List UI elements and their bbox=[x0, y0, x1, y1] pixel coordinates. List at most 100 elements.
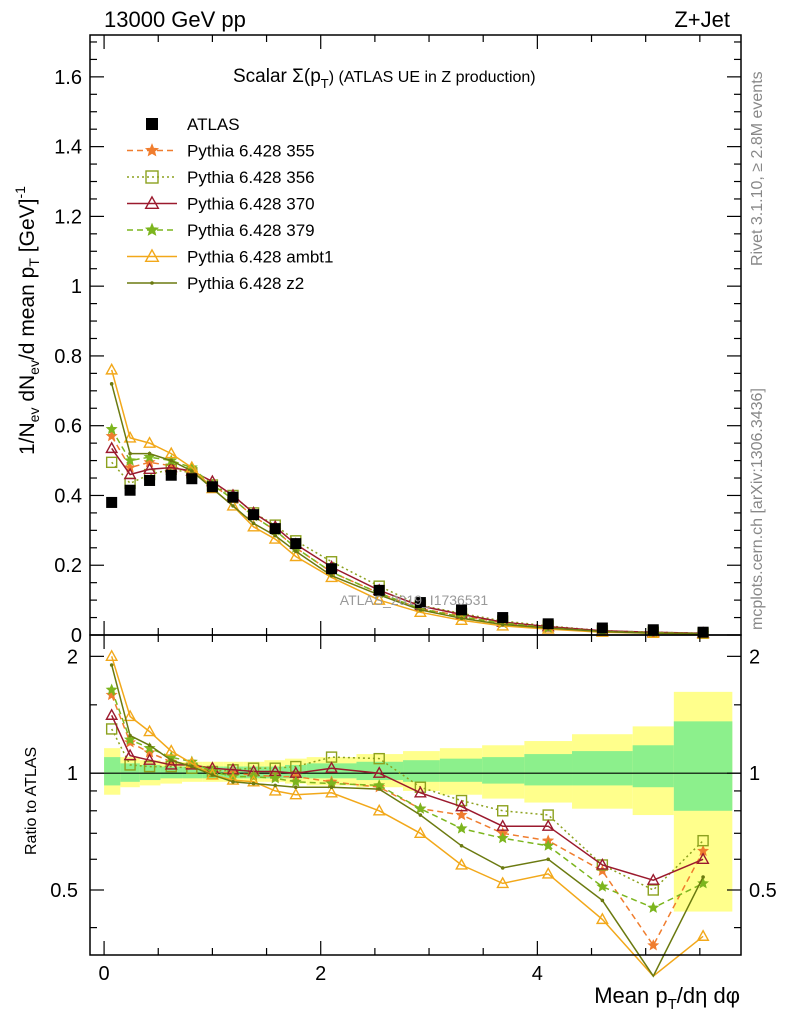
ratio-series-layer bbox=[105, 649, 710, 978]
dot-marker bbox=[459, 616, 464, 621]
atlas-data-point bbox=[144, 474, 156, 486]
dot-marker bbox=[190, 764, 194, 769]
star-marker bbox=[269, 772, 282, 784]
triangle-marker bbox=[413, 605, 427, 618]
dot-marker bbox=[418, 608, 423, 612]
ratio-xtick-label: 2 bbox=[315, 963, 326, 985]
main-ylabel: 1/Nev dNev/d mean pT [GeV]-1 bbox=[12, 186, 42, 455]
dot-marker bbox=[128, 733, 132, 738]
atlas-data-point bbox=[647, 624, 659, 636]
main-ytick-label: 0 bbox=[71, 625, 82, 647]
triangle-marker bbox=[105, 362, 119, 375]
star-marker bbox=[697, 877, 710, 889]
atlas-data-point bbox=[456, 604, 468, 616]
square-marker bbox=[697, 834, 709, 847]
ratio-series-line bbox=[110, 656, 704, 978]
legend-label: Pythia 6.428 379 bbox=[187, 221, 315, 240]
square-marker bbox=[647, 884, 659, 896]
dot-marker bbox=[459, 843, 464, 848]
inner-band-bin bbox=[632, 745, 674, 788]
inner-band-bin bbox=[104, 757, 121, 786]
dot-marker bbox=[190, 469, 194, 473]
dot-marker bbox=[231, 780, 235, 784]
triangle-marker bbox=[123, 709, 137, 722]
triangle-marker bbox=[123, 430, 137, 443]
star-marker bbox=[596, 880, 609, 892]
star-marker bbox=[542, 839, 555, 851]
triangle-marker bbox=[372, 803, 386, 816]
dot-marker bbox=[231, 504, 235, 508]
dot-marker bbox=[273, 783, 278, 788]
main-ytick-label: 1 bbox=[71, 276, 82, 298]
triangle-marker bbox=[123, 748, 137, 761]
inner-band-bin bbox=[673, 721, 733, 811]
side-label-top: Rivet 3.1.10, ≥ 2.8M events bbox=[749, 71, 766, 266]
ratio-series-line bbox=[111, 714, 704, 881]
dot-marker bbox=[329, 573, 334, 578]
star-marker bbox=[496, 831, 509, 844]
atlas-data-point bbox=[373, 584, 385, 596]
ratio-frame bbox=[89, 634, 742, 956]
star-marker bbox=[647, 939, 660, 951]
star-marker bbox=[105, 429, 118, 442]
main-ytick-label: 0.6 bbox=[54, 416, 82, 438]
dot-marker bbox=[500, 622, 505, 627]
dot-marker bbox=[109, 382, 114, 386]
star-marker bbox=[455, 808, 468, 821]
star-marker bbox=[105, 688, 118, 701]
ratio-xlabel: Mean pT/dη dφ bbox=[594, 983, 740, 1013]
legend-label: Pythia 6.428 370 bbox=[187, 195, 315, 214]
triangle-marker bbox=[143, 436, 157, 448]
ratio-ytick-label-right: 2 bbox=[749, 646, 760, 668]
star-marker bbox=[647, 901, 660, 913]
triangle-marker bbox=[325, 761, 338, 773]
star-marker bbox=[144, 222, 160, 236]
main-ytick-label: 0.8 bbox=[54, 346, 82, 368]
ratio-xtick-label: 4 bbox=[532, 963, 543, 985]
triangle-marker bbox=[372, 766, 386, 778]
dot-marker bbox=[150, 281, 154, 285]
dot-marker bbox=[169, 758, 174, 762]
main-series-line bbox=[111, 461, 704, 635]
legend: ATLAS Pythia 6.428 355 Pythia 6.428 356 Pyt… bbox=[127, 115, 333, 293]
triangle-marker bbox=[143, 462, 157, 475]
ratio-ytick-label-right: 0.5 bbox=[749, 880, 777, 902]
triangle-marker bbox=[226, 498, 240, 511]
legend-label: Pythia 6.428 356 bbox=[187, 168, 315, 187]
triangle-marker bbox=[123, 467, 137, 480]
atlas-data-point bbox=[165, 469, 177, 481]
legend-label: Pythia 6.428 355 bbox=[187, 142, 315, 161]
legend-atlas-marker bbox=[146, 118, 158, 130]
square-marker bbox=[455, 794, 468, 807]
legend-label: Pythia 6.428 ambt1 bbox=[187, 248, 333, 267]
triangle-marker bbox=[496, 819, 510, 831]
ratio-ytick-label: 2 bbox=[67, 646, 78, 668]
triangle-marker bbox=[105, 441, 119, 454]
inner-band-bin bbox=[572, 751, 633, 786]
main-ytick-label: 0.2 bbox=[54, 555, 82, 577]
energy-label: 13000 GeV pp bbox=[104, 7, 246, 32]
dot-marker bbox=[294, 785, 298, 790]
chart-title: Scalar Σ(pT) (ATLAS UE in Z production) bbox=[233, 66, 536, 91]
triangle-marker bbox=[105, 708, 119, 720]
dot-marker bbox=[294, 549, 298, 554]
square-marker bbox=[542, 809, 554, 821]
star-marker bbox=[414, 802, 427, 814]
triangle-marker bbox=[164, 744, 178, 756]
side-label-bottom: mcplots.cern.ch [arXiv:1306.3436] bbox=[749, 388, 766, 630]
triangle-marker bbox=[143, 753, 157, 765]
atlas-data-point bbox=[227, 491, 239, 503]
main-ytick-label: 0.4 bbox=[54, 485, 82, 507]
triangle-marker bbox=[325, 785, 338, 798]
square-marker bbox=[373, 752, 385, 765]
triangle-marker bbox=[541, 866, 555, 879]
atlas-data-point bbox=[596, 622, 608, 634]
triangle-marker bbox=[696, 929, 710, 941]
dot-marker bbox=[128, 451, 132, 456]
atlas-data-point bbox=[290, 538, 302, 550]
triangle-marker bbox=[268, 783, 282, 796]
square-marker bbox=[290, 760, 302, 773]
triangle-marker bbox=[144, 195, 160, 210]
triangle-marker bbox=[105, 649, 119, 662]
